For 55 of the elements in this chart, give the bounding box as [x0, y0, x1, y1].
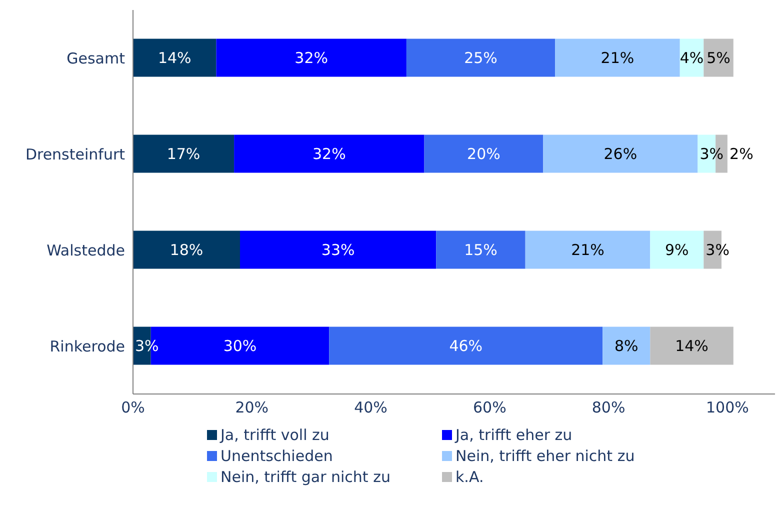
bar	[329, 326, 603, 365]
x-tick-label: 20%	[235, 398, 269, 417]
legend-label: k.A.	[456, 468, 484, 486]
legend-label: Nein, trifft eher nicht zu	[456, 446, 635, 464]
data-label: 26%	[604, 145, 638, 164]
bar	[602, 326, 650, 365]
y-tick-label: Drensteinfurt	[25, 145, 126, 164]
bar	[216, 38, 406, 77]
data-label: 4%	[680, 49, 704, 68]
x-tick-label: 40%	[354, 398, 388, 417]
bar	[133, 230, 240, 269]
data-label: 14%	[675, 337, 708, 356]
bar	[133, 38, 216, 77]
legend-label: Unentschieden	[220, 446, 333, 464]
y-tick-label: Walstedde	[46, 241, 125, 260]
data-label: 18%	[170, 241, 204, 260]
data-label: 14%	[158, 49, 192, 68]
x-tick-label: 100%	[706, 398, 749, 417]
data-label: 46%	[449, 337, 483, 356]
data-label: 15%	[464, 241, 498, 260]
x-tick-label: 80%	[592, 398, 626, 417]
data-label: 30%	[223, 337, 257, 356]
data-label: 5%	[706, 49, 730, 68]
x-tick-label: 60%	[472, 398, 506, 417]
data-label: 3%	[700, 145, 724, 164]
bar	[133, 134, 234, 173]
bar	[704, 38, 734, 77]
legend-label: Ja, trifft voll zu	[220, 426, 330, 444]
bar	[406, 38, 556, 77]
bar	[240, 230, 436, 269]
data-label: 3%	[706, 241, 730, 260]
data-label: 25%	[464, 49, 498, 68]
data-label: 20%	[467, 145, 500, 164]
bar	[555, 38, 680, 77]
data-label: 21%	[571, 241, 604, 260]
bar	[234, 134, 424, 173]
data-label: 8%	[614, 337, 638, 356]
data-label: 32%	[312, 145, 346, 164]
bar	[650, 230, 704, 269]
bar	[525, 230, 650, 269]
y-tick-label: Gesamt	[66, 49, 126, 68]
x-tick-label: 0%	[121, 398, 145, 417]
data-label: 21%	[600, 49, 634, 68]
legend-label: Nein, trifft gar nicht zu	[220, 468, 390, 486]
data-label: 32%	[294, 49, 328, 68]
data-label: 9%	[665, 241, 689, 260]
y-tick-label: Rinkerode	[50, 337, 125, 356]
data-label: 2%	[730, 145, 754, 164]
data-label: 33%	[321, 241, 355, 260]
bar	[543, 134, 698, 173]
legend-label: Ja, trifft eher zu	[456, 426, 572, 444]
bar	[436, 230, 526, 269]
data-label: 17%	[166, 145, 200, 164]
bar	[424, 134, 544, 173]
bar	[650, 326, 734, 365]
